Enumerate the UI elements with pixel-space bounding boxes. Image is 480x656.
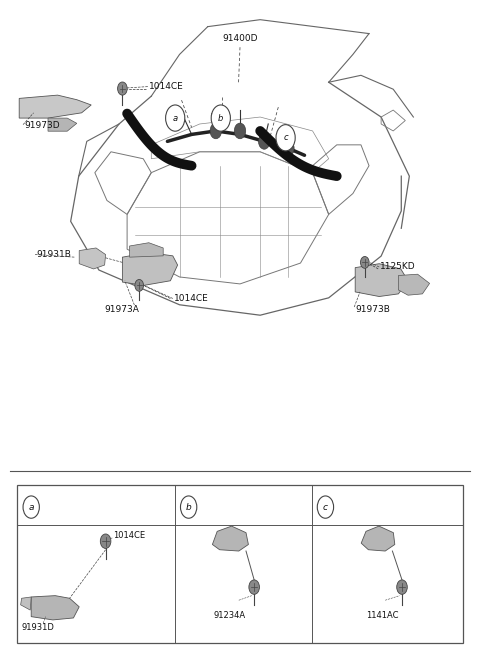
Text: a: a bbox=[173, 113, 178, 123]
Polygon shape bbox=[19, 95, 91, 118]
Text: 91234A: 91234A bbox=[213, 611, 245, 621]
Circle shape bbox=[249, 580, 259, 594]
Text: c: c bbox=[283, 133, 288, 142]
Text: 91973D: 91973D bbox=[24, 121, 60, 131]
Circle shape bbox=[234, 123, 246, 139]
Circle shape bbox=[211, 105, 230, 131]
Text: 1014CE: 1014CE bbox=[149, 82, 183, 91]
Circle shape bbox=[283, 140, 294, 156]
Circle shape bbox=[166, 105, 185, 131]
Polygon shape bbox=[130, 243, 163, 257]
Text: b: b bbox=[218, 113, 224, 123]
Circle shape bbox=[276, 125, 295, 151]
Polygon shape bbox=[122, 253, 178, 285]
Circle shape bbox=[258, 134, 270, 150]
Circle shape bbox=[23, 496, 39, 518]
Polygon shape bbox=[79, 248, 106, 269]
Polygon shape bbox=[355, 264, 408, 297]
Circle shape bbox=[317, 496, 334, 518]
Text: a: a bbox=[28, 502, 34, 512]
Text: 1014CE: 1014CE bbox=[113, 531, 145, 541]
Polygon shape bbox=[31, 596, 79, 620]
Text: 1141AC: 1141AC bbox=[367, 611, 399, 621]
Text: 91931D: 91931D bbox=[22, 623, 54, 632]
Text: 91973B: 91973B bbox=[355, 305, 390, 314]
Polygon shape bbox=[213, 526, 249, 551]
Circle shape bbox=[100, 534, 111, 548]
Polygon shape bbox=[48, 118, 77, 131]
Polygon shape bbox=[398, 274, 430, 295]
Text: 1014CE: 1014CE bbox=[174, 294, 208, 303]
Text: 1125KD: 1125KD bbox=[380, 262, 416, 272]
Polygon shape bbox=[361, 526, 395, 551]
Circle shape bbox=[397, 580, 407, 594]
Circle shape bbox=[135, 279, 144, 291]
Bar bbox=[17, 485, 463, 643]
Text: 91931B: 91931B bbox=[36, 250, 71, 259]
Polygon shape bbox=[21, 597, 31, 610]
Text: c: c bbox=[323, 502, 328, 512]
Text: b: b bbox=[186, 502, 192, 512]
Circle shape bbox=[360, 256, 369, 268]
Circle shape bbox=[210, 123, 222, 139]
Circle shape bbox=[180, 496, 197, 518]
Text: 91400D: 91400D bbox=[222, 33, 258, 43]
Text: 91973A: 91973A bbox=[105, 305, 140, 314]
Circle shape bbox=[118, 82, 127, 95]
